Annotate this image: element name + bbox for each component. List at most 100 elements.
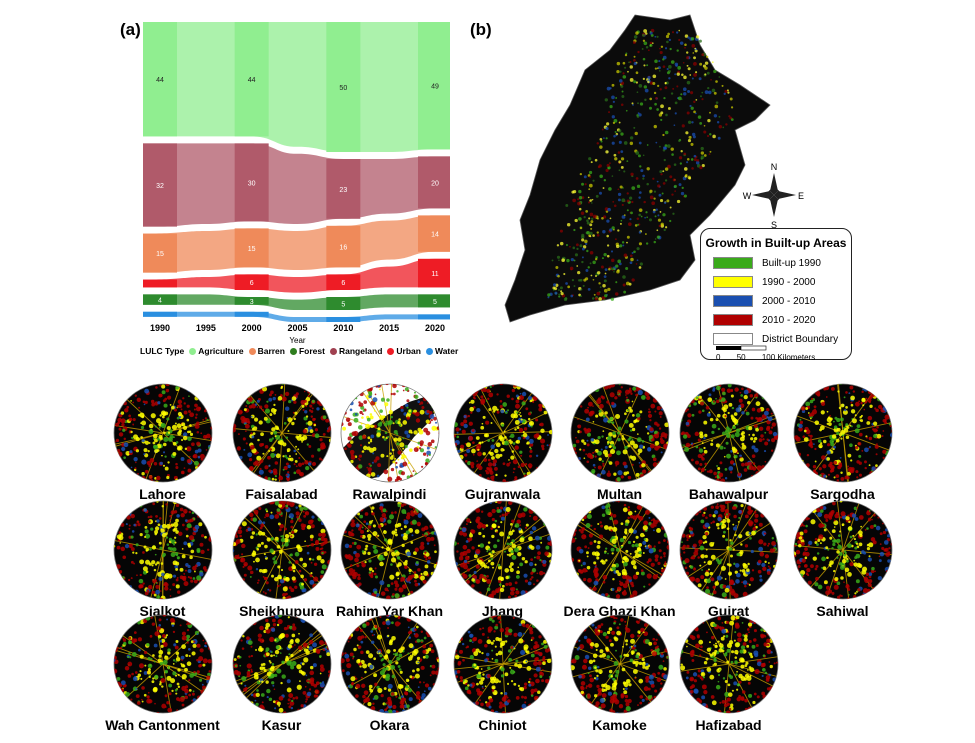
built-up-dot [587,401,593,407]
built-up-dot [169,678,175,684]
legend-swatch [713,257,753,269]
built-up-dot [268,413,272,416]
built-up-dot [483,433,487,438]
built-up-dot [602,284,606,288]
built-up-dot [308,404,312,408]
built-up-dot [819,445,822,449]
built-up-dot [180,457,184,461]
built-up-dot [423,534,427,538]
built-up-dot [515,570,520,575]
built-up-dot [307,462,311,466]
x-axis-label: Year [289,336,306,345]
built-up-dot [509,455,515,460]
built-up-dot [456,542,459,545]
built-up-dot [620,150,624,153]
built-up-dot [362,520,366,524]
built-up-dot [209,426,212,430]
built-up-dot [531,400,534,404]
built-up-dot [534,535,540,541]
built-up-dot [804,517,809,521]
built-up-dot [414,529,419,534]
built-up-dot [283,465,288,471]
built-up-dot [695,160,700,165]
built-up-dot [394,523,399,528]
built-up-dot [721,584,726,589]
built-up-dot [183,511,187,514]
built-up-dot [286,679,291,684]
built-up-dot [833,476,836,479]
built-up-dot [647,76,651,80]
built-up-dot [267,449,270,453]
built-up-dot [150,590,155,595]
built-up-dot [614,590,618,593]
built-up-dot [166,651,171,655]
built-up-dot [770,449,773,452]
built-up-dot [714,505,719,510]
built-up-dot [361,526,364,529]
built-up-dot [579,405,582,408]
built-up-dot [527,417,530,421]
built-up-dot [683,152,687,156]
built-up-dot [283,542,289,547]
built-up-dot [835,418,840,423]
built-up-dot [629,392,633,395]
built-up-dot [175,656,180,662]
built-up-dot [619,537,624,543]
built-up-dot [603,137,605,140]
built-up-dot [496,410,500,414]
built-up-dot [706,71,710,75]
built-up-dot [541,562,546,567]
city-name: Sialkot [139,603,186,619]
built-up-dot [660,45,664,49]
built-up-dot [278,696,283,701]
built-up-dot [529,447,532,450]
built-up-dot [247,397,253,403]
built-up-dot [633,250,636,254]
built-up-dot [526,441,530,445]
built-up-dot [272,700,276,704]
built-up-dot [392,422,395,425]
built-up-dot [601,460,604,463]
built-up-dot [168,692,172,696]
built-up-dot [303,390,306,393]
built-up-dot [654,440,659,446]
built-up-dot [758,574,762,578]
built-up-dot [641,469,646,474]
built-up-dot [491,462,496,467]
built-up-dot [402,389,405,392]
built-up-dot [198,678,202,682]
built-up-dot [188,654,191,657]
built-up-dot [690,158,694,161]
built-up-dot [499,587,504,593]
built-up-dot [589,212,594,217]
built-up-dot [116,451,123,457]
built-up-dot [697,115,702,119]
built-up-dot [813,582,818,587]
built-up-dot [659,211,662,213]
built-up-dot [622,535,626,539]
built-up-dot [576,265,579,267]
x-tick-label: 2005 [287,323,307,333]
built-up-dot [608,111,611,114]
built-up-dot [148,429,153,435]
built-up-dot [638,551,642,555]
built-up-dot [295,465,298,468]
city-name: Rawalpindi [352,486,427,502]
built-up-dot [465,518,471,523]
built-up-dot [794,542,797,546]
built-up-dot [660,526,665,530]
built-up-dot [320,532,326,538]
built-up-dot [381,512,386,518]
built-up-dot [249,570,253,575]
built-up-dot [396,556,400,560]
built-up-dot [635,263,638,265]
built-up-dot [604,411,608,415]
built-up-dot [302,514,306,518]
built-up-dot [607,207,611,212]
built-up-dot [605,400,609,404]
built-up-dot [176,431,182,436]
built-up-dot [405,434,410,438]
built-up-dot [566,258,570,263]
built-up-dot [529,578,532,581]
built-up-dot [354,552,360,558]
